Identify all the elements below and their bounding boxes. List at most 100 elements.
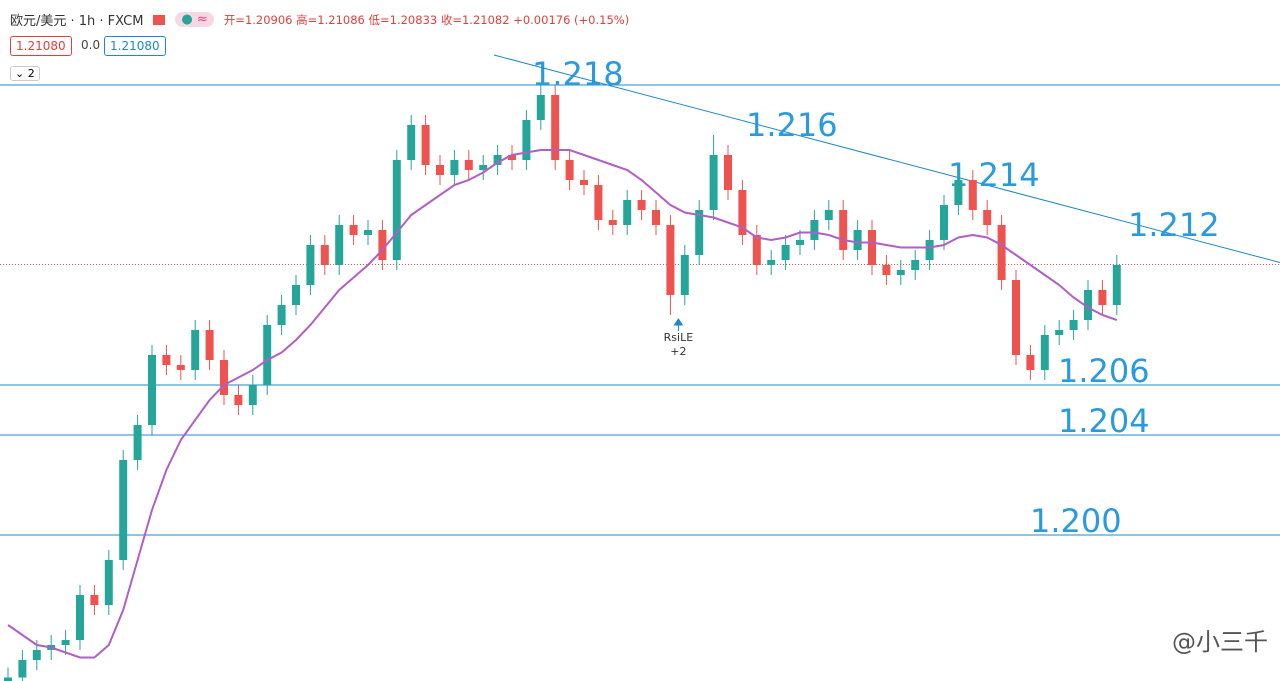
candle-body xyxy=(997,225,1006,280)
candle-body xyxy=(1069,320,1078,330)
candle-body xyxy=(1026,355,1035,370)
candle-body xyxy=(364,230,372,235)
collapse-button[interactable]: ⌄ 2 xyxy=(10,66,40,81)
candle-body xyxy=(536,95,545,120)
candle-body xyxy=(90,595,99,605)
candle-body xyxy=(824,210,833,220)
signal-arrow xyxy=(673,318,684,331)
candle-body xyxy=(594,185,603,220)
candle-body xyxy=(968,180,977,210)
candle-body xyxy=(810,220,819,240)
candle-body xyxy=(652,210,660,225)
trend-label: 1.212 xyxy=(1128,206,1220,244)
candle-body xyxy=(637,200,646,210)
candle-body xyxy=(724,155,732,190)
candle-body xyxy=(551,95,560,160)
candle-body xyxy=(623,200,632,225)
candle-body xyxy=(335,225,344,265)
candle-body xyxy=(709,155,718,210)
symbol: 欧元/美元 · 1h · FXCM xyxy=(10,14,144,29)
sell-button[interactable]: 1.21080 xyxy=(10,36,72,56)
candle-body xyxy=(738,190,747,235)
candle-body xyxy=(479,165,488,170)
trend-label: 1.216 xyxy=(746,106,838,144)
candle-body xyxy=(407,125,416,160)
candle-body xyxy=(853,230,862,250)
candle-body xyxy=(263,325,272,385)
level-label: 1.200 xyxy=(1030,502,1122,540)
signal-label: RsiLE xyxy=(664,331,694,344)
candle-body xyxy=(752,235,761,265)
candle-body xyxy=(234,395,243,405)
candle-body xyxy=(565,160,574,180)
level-label: 1.204 xyxy=(1058,402,1150,440)
candle-body xyxy=(925,240,934,260)
candle-body xyxy=(191,330,200,370)
candle-body xyxy=(666,225,675,295)
spread: 0.0 xyxy=(76,36,106,54)
candle-body xyxy=(176,365,185,370)
candle-body xyxy=(940,205,948,240)
header: 欧元/美元 · 1h · FXCM ● ≈ 开=1.20906 高=1.2108… xyxy=(10,10,629,29)
candle-body xyxy=(392,160,401,260)
candle-body xyxy=(1040,335,1049,370)
level-label: 1.206 xyxy=(1058,352,1150,390)
candle-body xyxy=(1084,290,1092,320)
trend-label: 1.214 xyxy=(948,156,1040,194)
watermark: @小三千 xyxy=(1172,628,1268,656)
candle-body xyxy=(608,220,617,225)
signal-size: +2 xyxy=(670,345,686,358)
candle-body xyxy=(796,240,804,245)
candle-body xyxy=(220,360,228,395)
candle-body xyxy=(1098,290,1107,305)
candle-body xyxy=(436,165,444,175)
candle-body xyxy=(464,160,473,170)
candle-body xyxy=(580,180,588,185)
candle-body xyxy=(61,640,70,645)
candle-body xyxy=(1112,265,1121,305)
candle-body xyxy=(162,355,171,365)
candle-body xyxy=(378,230,387,260)
candle-body xyxy=(248,385,257,405)
candle-body xyxy=(104,560,113,605)
candle-body xyxy=(4,677,12,681)
candle-body xyxy=(421,125,430,165)
candle-body xyxy=(450,160,459,175)
candle-body xyxy=(1055,330,1064,335)
quote: 开=1.20906 高=1.21086 低=1.20833 收=1.21082 … xyxy=(223,12,630,27)
candle-body xyxy=(522,120,531,160)
candle-body xyxy=(767,260,776,265)
candle-body xyxy=(911,260,920,270)
candle-body xyxy=(508,155,516,160)
candle-body xyxy=(277,305,286,325)
candle-body xyxy=(868,230,876,265)
flag-icon[interactable] xyxy=(153,14,166,25)
buy-button[interactable]: 1.21080 xyxy=(104,36,166,56)
candle-body xyxy=(882,265,891,275)
moving-average xyxy=(7,149,1118,659)
candle-body xyxy=(292,285,300,305)
candle-body xyxy=(983,210,992,225)
indicator-count: 2 xyxy=(27,67,35,80)
candle-body xyxy=(320,245,329,265)
candle-body xyxy=(306,245,315,285)
candle-body xyxy=(680,255,689,295)
candle-body xyxy=(781,245,790,260)
level-label: 1.218 xyxy=(532,55,624,93)
candle-body xyxy=(839,210,848,250)
candle-body xyxy=(133,425,142,460)
candle-body xyxy=(896,270,905,275)
candle-body xyxy=(493,155,502,165)
candle-body xyxy=(18,660,27,678)
trend-line xyxy=(493,54,1280,263)
candle-body xyxy=(32,650,41,660)
candle-body xyxy=(349,225,358,235)
candle-body xyxy=(205,330,214,360)
candle-body xyxy=(954,180,963,205)
candle-body xyxy=(119,460,128,560)
candle-body xyxy=(695,210,704,255)
candle-body xyxy=(76,595,84,640)
status-icon[interactable]: ● ≈ xyxy=(175,12,214,27)
